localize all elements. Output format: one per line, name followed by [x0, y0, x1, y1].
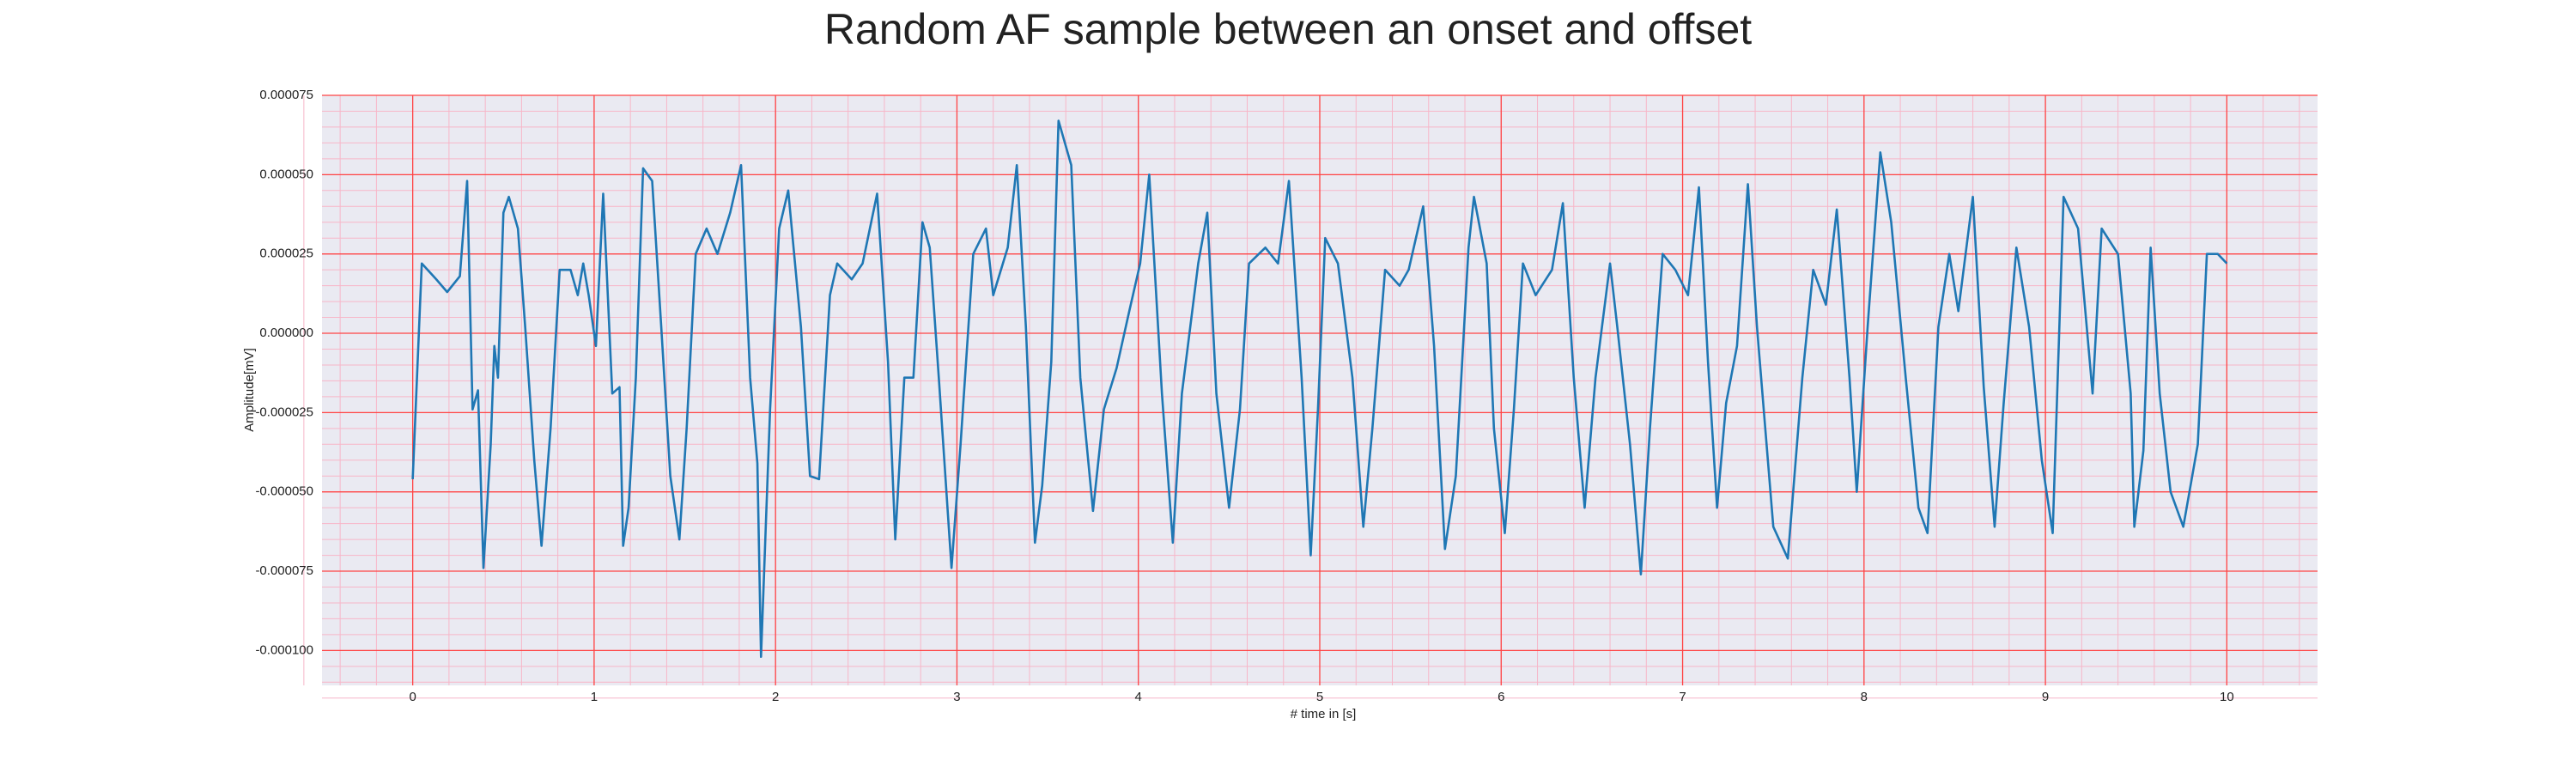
x-tick-label: 8 [1861, 690, 1868, 704]
y-axis-label: Amplitude[mV] [242, 348, 257, 432]
y-tick-label: 0.000075 [259, 88, 313, 102]
x-tick-label: 5 [1316, 690, 1323, 704]
y-tick-label: 0.000000 [259, 326, 313, 340]
x-tick-label: 4 [1135, 690, 1142, 704]
x-tick-label: 10 [2220, 690, 2234, 704]
y-tick-label: 0.000025 [259, 247, 313, 261]
x-tick-label: 7 [1679, 690, 1686, 704]
y-tick-label: -0.000100 [255, 642, 313, 657]
y-tick-label: -0.000050 [255, 484, 313, 499]
y-tick-label: -0.000075 [255, 563, 313, 578]
x-tick-label: 1 [591, 690, 598, 704]
signal-line [411, 119, 2228, 659]
chart-title: Random AF sample between an onset and of… [824, 5, 1752, 53]
y-tick-label: -0.000025 [255, 405, 313, 419]
x-tick-label: 3 [953, 690, 960, 704]
x-tick-label: 6 [1498, 690, 1504, 704]
y-tick-label: 0.000050 [259, 167, 313, 181]
x-tick-label: 9 [2042, 690, 2049, 704]
x-tick-label: 0 [409, 690, 416, 704]
x-axis-label: # time in [s] [1291, 707, 1357, 721]
x-tick-label: 2 [772, 690, 779, 704]
